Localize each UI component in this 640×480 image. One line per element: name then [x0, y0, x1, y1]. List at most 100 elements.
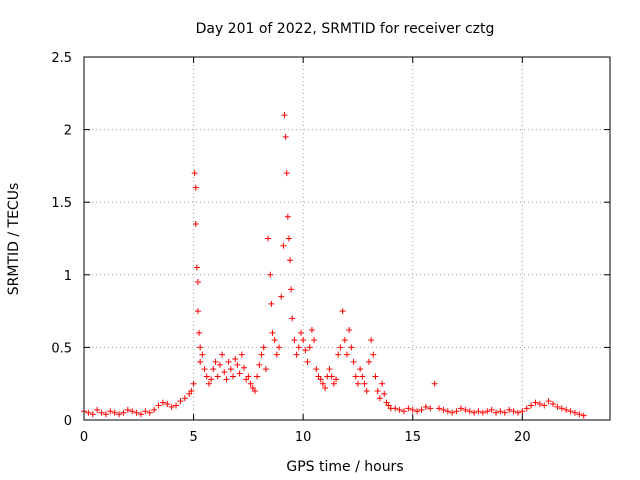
y-axis-ticks: 0 0.5 1 1.5 2 2.5 [51, 51, 610, 429]
data-point-marker [541, 402, 548, 409]
data-point-marker [302, 347, 309, 354]
data-point-marker [293, 351, 300, 358]
data-point-marker [285, 235, 292, 242]
data-point-marker [359, 373, 366, 380]
data-point-marker [536, 401, 543, 408]
data-point-marker [479, 409, 486, 416]
y-axis-label: SRMTID / TECUs [6, 183, 22, 296]
data-point-marker [368, 337, 375, 344]
data-point-marker [289, 315, 296, 322]
data-point-marker [550, 401, 557, 408]
data-point-marker [427, 405, 434, 412]
data-point-marker [245, 373, 252, 380]
data-point-marker [251, 387, 258, 394]
grid [84, 57, 610, 420]
data-point-marker [339, 308, 346, 315]
data-point-marker [567, 408, 574, 415]
data-point-marker [278, 293, 285, 300]
data-point-marker [365, 358, 372, 365]
data-point-marker [523, 405, 530, 412]
data-point-marker [210, 366, 217, 373]
data-point-marker [370, 351, 377, 358]
data-point-marker [440, 406, 447, 413]
data-point-marker [282, 133, 289, 140]
data-point-marker [271, 337, 278, 344]
data-point-marker [212, 358, 219, 365]
data-point-marker [333, 376, 340, 383]
data-point-marker [462, 406, 469, 413]
data-point-marker [376, 395, 383, 402]
data-point-marker [191, 170, 198, 177]
data-point-marker [466, 408, 473, 415]
data-point-marker [107, 408, 114, 415]
data-point-marker [348, 344, 355, 351]
data-point-marker [300, 337, 307, 344]
data-points [81, 112, 587, 419]
data-point-marker [372, 373, 379, 380]
data-point-marker [283, 170, 290, 177]
data-point-marker [497, 408, 504, 415]
y-tick-label: 2.5 [51, 51, 72, 66]
data-point-marker [475, 408, 482, 415]
data-point-marker [238, 351, 245, 358]
data-point-marker [116, 411, 123, 418]
data-point-marker [188, 387, 195, 394]
data-point-marker [471, 409, 478, 416]
data-point-marker [322, 385, 329, 392]
data-point-marker [280, 242, 287, 249]
data-point-marker [268, 300, 275, 307]
data-point-marker [444, 408, 451, 415]
data-point-marker [168, 403, 175, 410]
data-point-marker [576, 411, 583, 418]
data-point-marker [449, 409, 456, 416]
data-point-marker [124, 406, 131, 413]
data-point-marker [297, 329, 304, 336]
data-point-marker [151, 406, 158, 413]
data-point-marker [258, 351, 265, 358]
data-point-marker [205, 380, 212, 387]
plot-frame [83, 56, 611, 421]
data-point-marker [98, 409, 105, 416]
data-point-marker [254, 373, 261, 380]
data-point-marker [193, 264, 200, 271]
data-point-marker [344, 351, 350, 358]
data-point-marker [379, 380, 386, 387]
data-point-marker [484, 408, 491, 415]
data-point-marker [363, 387, 370, 394]
data-point-marker [197, 344, 204, 351]
data-point-marker [219, 351, 226, 358]
data-point-marker [405, 405, 412, 412]
data-point-marker [201, 366, 208, 373]
x-tick-label: 15 [404, 430, 421, 445]
data-point-marker [111, 409, 118, 416]
data-point-marker [554, 403, 561, 410]
y-tick-label: 2 [64, 124, 72, 139]
x-tick-label: 20 [514, 430, 531, 445]
data-point-marker [223, 376, 230, 383]
data-point-marker [192, 184, 199, 191]
data-point-marker [129, 408, 136, 415]
data-point-marker [532, 399, 539, 406]
data-point-marker [510, 408, 517, 415]
y-tick-label: 1.5 [51, 196, 72, 211]
data-point-marker [267, 271, 274, 278]
data-point-marker [142, 408, 149, 415]
data-point-marker [374, 387, 381, 394]
data-point-marker [214, 373, 221, 380]
data-point-marker [102, 411, 109, 418]
data-point-marker [247, 380, 254, 387]
y-tick-label: 0.5 [51, 341, 72, 356]
data-point-marker [221, 369, 228, 376]
data-point-marker [89, 411, 96, 418]
data-point-marker [273, 351, 280, 358]
data-point-marker [281, 112, 288, 119]
data-point-marker [276, 344, 283, 351]
data-point-marker [418, 406, 425, 413]
chart-title: Day 201 of 2022, SRMTID for receiver czt… [196, 21, 495, 37]
data-point-marker [545, 398, 552, 405]
data-point-marker [431, 380, 438, 387]
data-point-marker [457, 405, 464, 412]
data-point-marker [225, 358, 232, 365]
data-point-marker [357, 366, 364, 373]
